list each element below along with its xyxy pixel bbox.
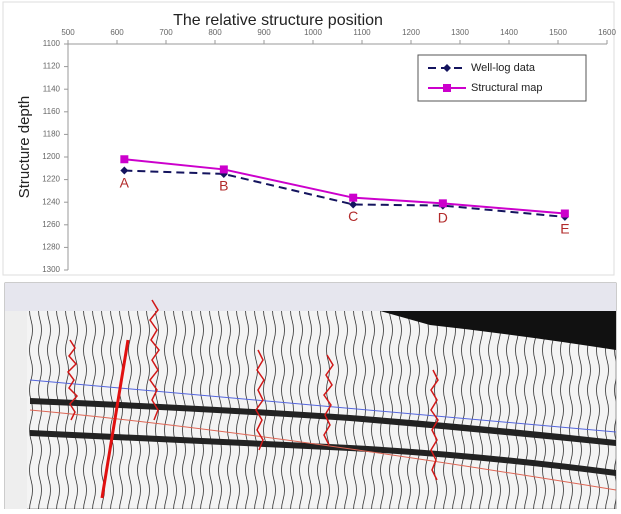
figure: The relative structure position Structur… bbox=[0, 0, 621, 509]
y-tick-label: 1260 bbox=[42, 220, 60, 229]
x-tick-label: 500 bbox=[61, 28, 75, 37]
x-tick-label: 700 bbox=[159, 28, 173, 37]
x-tick-label: 800 bbox=[208, 28, 222, 37]
y-tick-label: 1140 bbox=[43, 84, 61, 93]
seismic-depth-scale bbox=[5, 311, 27, 509]
y-tick-label: 1200 bbox=[42, 152, 60, 161]
y-tick-label: 1240 bbox=[42, 197, 60, 206]
y-axis-label: Structure depth bbox=[16, 96, 33, 199]
seismic-header bbox=[5, 283, 616, 311]
y-tick-label: 1160 bbox=[43, 107, 61, 116]
chart-title: The relative structure position bbox=[173, 12, 383, 29]
x-tick-label: 1400 bbox=[500, 28, 518, 37]
chart-frame bbox=[3, 2, 614, 275]
marker bbox=[349, 194, 357, 202]
legend-label: Structural map bbox=[471, 82, 543, 94]
legend: Well-log data Structural map bbox=[418, 55, 586, 101]
point-label: C bbox=[348, 208, 358, 224]
x-tick-label: 900 bbox=[257, 28, 271, 37]
marker bbox=[561, 210, 569, 218]
point-label: E bbox=[560, 221, 569, 237]
x-tick-label: 1000 bbox=[304, 28, 322, 37]
y-tick-label: 1120 bbox=[43, 62, 61, 71]
seismic-section bbox=[5, 283, 616, 509]
marker bbox=[439, 199, 447, 207]
y-tick-label: 1280 bbox=[42, 243, 60, 252]
x-tick-label: 1100 bbox=[353, 28, 371, 37]
point-label: A bbox=[120, 174, 130, 190]
marker bbox=[120, 155, 128, 163]
page: The relative structure position Structur… bbox=[0, 0, 621, 514]
point-label: B bbox=[219, 178, 228, 194]
x-tick-label: 1600 bbox=[598, 28, 616, 37]
legend-label: Well-log data bbox=[471, 62, 536, 74]
x-tick-label: 1300 bbox=[451, 28, 469, 37]
x-tick-label: 600 bbox=[110, 28, 124, 37]
y-tick-label: 1180 bbox=[43, 130, 61, 139]
y-tick-label: 1220 bbox=[42, 175, 60, 184]
point-label: D bbox=[438, 209, 448, 225]
marker bbox=[220, 165, 228, 173]
legend-marker bbox=[443, 84, 451, 92]
x-tick-label: 1500 bbox=[549, 28, 567, 37]
y-tick-label: 1100 bbox=[43, 39, 61, 48]
y-tick-label: 1300 bbox=[42, 265, 60, 274]
x-tick-label: 1200 bbox=[402, 28, 420, 37]
